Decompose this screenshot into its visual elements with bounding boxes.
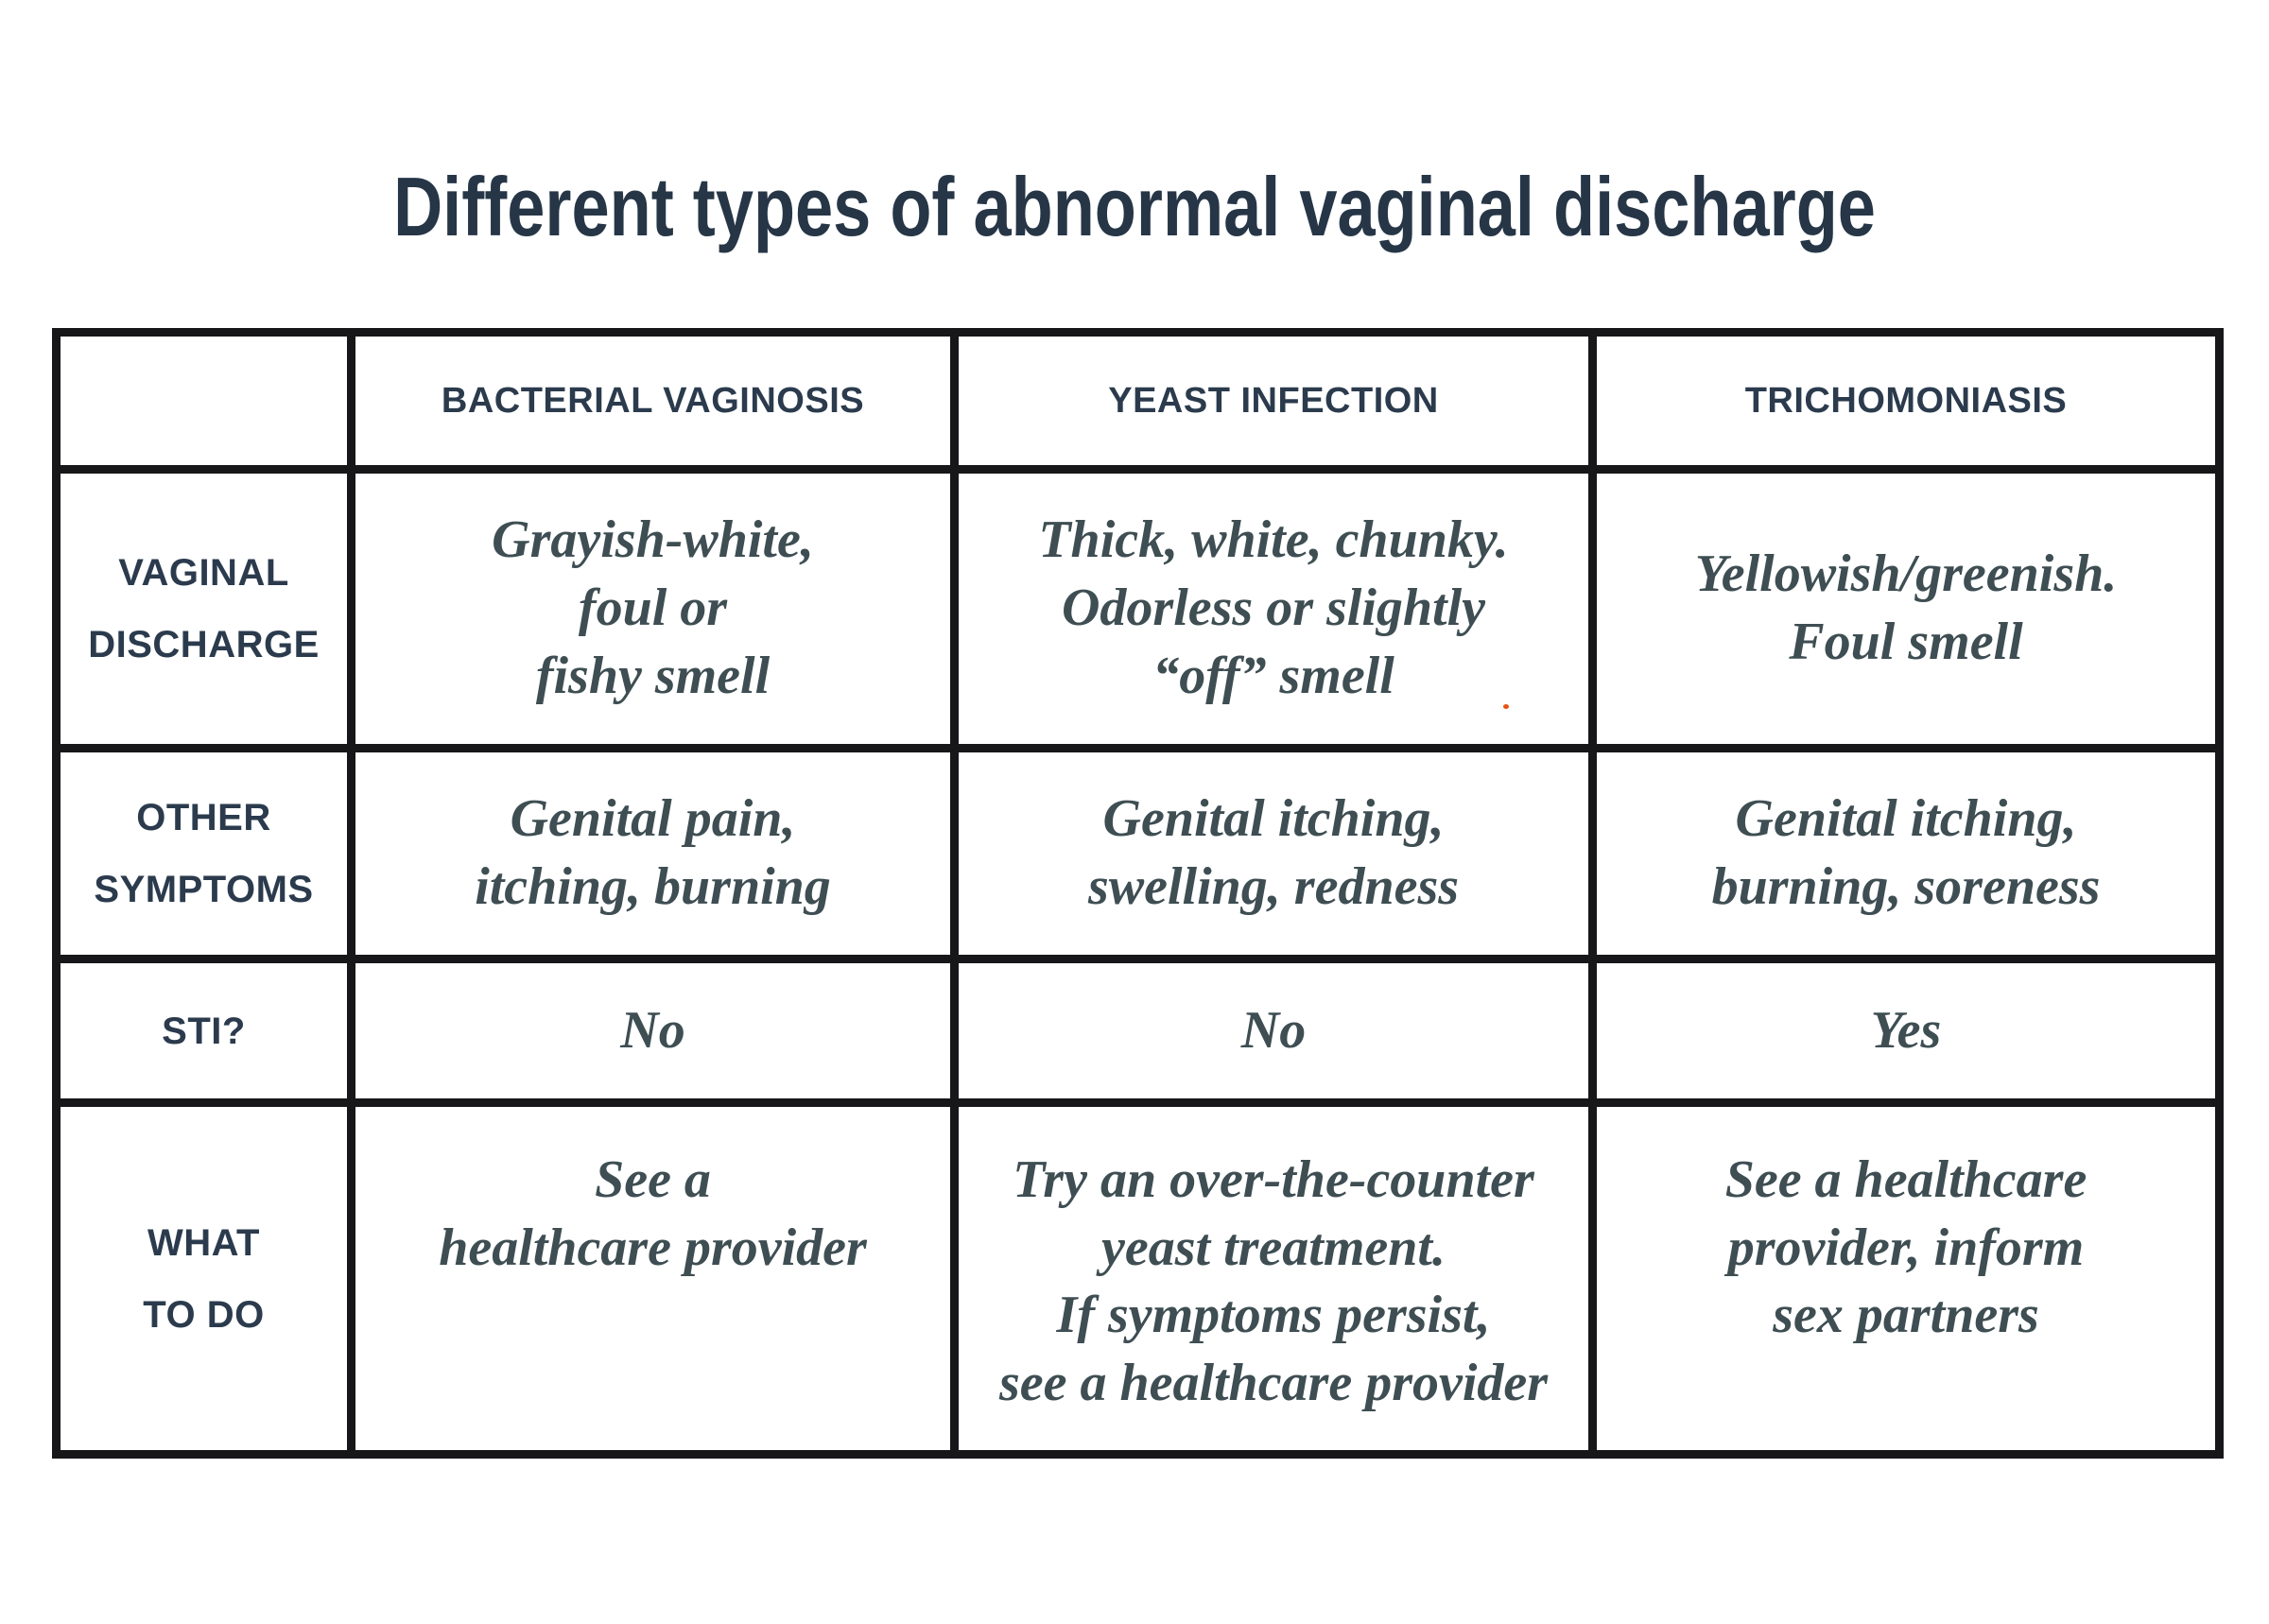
table-row-vaginal-discharge: VAGINAL DISCHARGE Grayish-white, foul or…	[52, 465, 2224, 752]
cell-other-symptoms-trichomoniasis: Genital itching, burning, soreness	[1588, 744, 2224, 963]
stray-dot-artifact	[1503, 704, 1509, 709]
cell-sti-yeast-infection: No	[950, 955, 1597, 1107]
cell-vaginal-discharge-bacterial-vaginosis: Grayish-white, foul or fishy smell	[347, 465, 959, 752]
cell-what-to-do-bacterial-vaginosis: See a healthcare provider	[347, 1098, 959, 1459]
cell-other-symptoms-bacterial-vaginosis: Genital pain, itching, burning	[347, 744, 959, 963]
col-header-bacterial-vaginosis: BACTERIAL VAGINOSIS	[347, 328, 959, 474]
col-header-yeast-infection: YEAST INFECTION	[950, 328, 1597, 474]
col-header-trichomoniasis: TRICHOMONIASIS	[1588, 328, 2224, 474]
corner-cell	[52, 328, 355, 474]
discharge-comparison-table: BACTERIAL VAGINOSIS YEAST INFECTION TRIC…	[52, 328, 2224, 1459]
header-row: BACTERIAL VAGINOSIS YEAST INFECTION TRIC…	[52, 328, 2224, 474]
cell-vaginal-discharge-yeast-infection: Thick, white, chunky. Odorless or slight…	[950, 465, 1597, 752]
row-label-vaginal-discharge: VAGINAL DISCHARGE	[52, 465, 355, 752]
cell-other-symptoms-yeast-infection: Genital itching, swelling, redness	[950, 744, 1597, 963]
row-label-sti: STI?	[52, 955, 355, 1107]
table-row-other-symptoms: OTHER SYMPTOMS Genital pain, itching, bu…	[52, 744, 2224, 963]
cell-sti-bacterial-vaginosis: No	[347, 955, 959, 1107]
cell-vaginal-discharge-trichomoniasis: Yellowish/greenish. Foul smell	[1588, 465, 2224, 752]
row-label-other-symptoms: OTHER SYMPTOMS	[52, 744, 355, 963]
table-row-what-to-do: WHAT TO DO See a healthcare provider Try…	[52, 1098, 2224, 1459]
cell-sti-trichomoniasis: Yes	[1588, 955, 2224, 1107]
row-label-what-to-do: WHAT TO DO	[52, 1098, 355, 1459]
cell-what-to-do-trichomoniasis: See a healthcare provider, inform sex pa…	[1588, 1098, 2224, 1459]
table-row-sti: STI? No No Yes	[52, 955, 2224, 1107]
page-title: Different types of abnormal vaginal disc…	[393, 160, 1876, 253]
cell-what-to-do-yeast-infection: Try an over-the-counter yeast treatment.…	[950, 1098, 1597, 1459]
